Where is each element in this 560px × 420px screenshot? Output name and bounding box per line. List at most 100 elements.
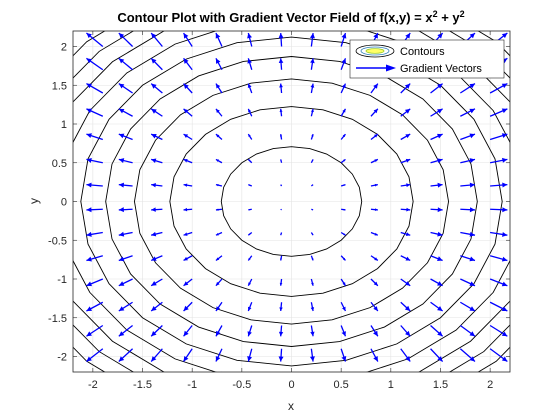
legend-box bbox=[349, 39, 505, 79]
gradient-vector bbox=[430, 207, 443, 213]
gradient-vector bbox=[370, 133, 379, 141]
gradient-vector bbox=[86, 278, 104, 287]
title-middle: + y bbox=[438, 10, 461, 25]
gradient-vector bbox=[215, 255, 223, 261]
gradient-vector bbox=[430, 182, 443, 188]
gradient-vector bbox=[460, 231, 476, 237]
gradient-vector bbox=[215, 58, 223, 71]
gradient-vector bbox=[400, 255, 411, 262]
gradient-vector bbox=[400, 83, 411, 94]
gradient-vector bbox=[280, 255, 283, 261]
gradient-vector bbox=[247, 133, 253, 140]
gradient-vector bbox=[310, 83, 315, 94]
gradient-vector bbox=[430, 301, 443, 312]
gradient-vector bbox=[183, 183, 193, 187]
gradient-vector bbox=[215, 208, 223, 211]
gradient-vector bbox=[86, 57, 104, 71]
gradient-vector bbox=[86, 83, 104, 94]
gradient-vector bbox=[430, 278, 443, 287]
gradient-vector bbox=[310, 255, 314, 261]
gradient-vector bbox=[183, 108, 193, 117]
contour-line bbox=[134, 78, 449, 325]
gradient-vector bbox=[118, 255, 133, 262]
gradient-vector bbox=[430, 133, 443, 141]
ticks: -2 -1.5 -1 -0.5 0 0.5 1 1.5 2 -2 -1.5 -1 -0.5 0 0.5 1 1.… bbox=[48, 31, 510, 391]
gradient-vector bbox=[370, 231, 379, 236]
gradient-vector bbox=[370, 158, 379, 164]
gradient-vector bbox=[489, 133, 508, 141]
gradient-vector bbox=[490, 182, 508, 188]
gradient-vector bbox=[370, 325, 379, 337]
gradient-vector bbox=[215, 325, 223, 337]
gradient-vector bbox=[150, 133, 163, 141]
gradient-vector bbox=[370, 183, 378, 187]
gradient-vector bbox=[340, 158, 346, 164]
y-tick-label: 0 bbox=[61, 197, 67, 209]
gradient-vector bbox=[278, 58, 284, 70]
gradient-vector bbox=[221, 371, 222, 372]
gradient-vector bbox=[86, 157, 103, 164]
gradient-vector bbox=[310, 325, 315, 337]
gradient-vector bbox=[183, 158, 193, 164]
gradient-vector bbox=[118, 182, 133, 188]
chart-title: Contour Plot with Gradient Vector Field … bbox=[117, 9, 464, 25]
gradient-vector bbox=[489, 83, 508, 94]
gradient-vector bbox=[341, 208, 346, 211]
gradient-vector bbox=[118, 207, 133, 213]
gradient-vector bbox=[118, 57, 134, 71]
x-tick-label: 0.5 bbox=[334, 379, 349, 391]
gradient-vector bbox=[460, 133, 476, 141]
gradient-vector bbox=[215, 133, 223, 140]
gradient-vector bbox=[73, 185, 74, 186]
gradient-vector bbox=[247, 348, 253, 362]
gradient-vector bbox=[118, 301, 133, 312]
gradient-vector bbox=[183, 301, 193, 312]
contour-line bbox=[220, 146, 363, 257]
gradient-vector bbox=[247, 255, 253, 261]
gradient-vector bbox=[280, 208, 282, 211]
gradient-vector bbox=[150, 278, 163, 287]
gradient-vector bbox=[215, 108, 223, 117]
title-superscript-2: 2 bbox=[460, 9, 465, 19]
gradient-vector bbox=[370, 348, 379, 362]
x-tick-label: -1 bbox=[187, 379, 197, 391]
gradient-vector bbox=[86, 133, 103, 141]
gradient-vector bbox=[150, 57, 163, 71]
gradient-vector bbox=[215, 83, 223, 94]
y-tick-label: 0.5 bbox=[52, 158, 67, 170]
gradient-vector bbox=[151, 207, 163, 212]
gradient-vector bbox=[150, 255, 163, 262]
gradient-vector bbox=[151, 182, 163, 188]
gradient-vector bbox=[215, 231, 223, 236]
gradient-vector bbox=[280, 232, 283, 236]
gradient-vector bbox=[430, 348, 444, 362]
gradient-vector bbox=[279, 278, 283, 286]
gradient-vector bbox=[86, 108, 104, 117]
gradient-vector bbox=[430, 255, 443, 262]
gradient-vector bbox=[150, 348, 163, 362]
gradient-vector bbox=[183, 325, 193, 337]
gradient-vector bbox=[340, 133, 346, 140]
gradient-vector bbox=[183, 32, 193, 47]
gradient-vector bbox=[183, 133, 193, 141]
gradient-vector bbox=[215, 348, 223, 362]
gradient-vector bbox=[73, 138, 74, 140]
gradient-vector bbox=[489, 301, 508, 312]
gradient-vector bbox=[430, 325, 444, 337]
gradient-vector bbox=[460, 182, 476, 188]
y-axis-label: y bbox=[27, 198, 41, 204]
gradient-vector bbox=[118, 32, 134, 47]
gradient-vector bbox=[183, 278, 193, 287]
gradient-vector bbox=[400, 301, 411, 312]
gradient-vector bbox=[310, 184, 314, 187]
x-tick-label: -0.5 bbox=[232, 379, 251, 391]
gradient-vector bbox=[118, 83, 133, 94]
gradient-vector bbox=[279, 108, 283, 117]
gradient-vector bbox=[86, 207, 103, 213]
gradient-vector bbox=[400, 158, 411, 164]
gradient-vector bbox=[490, 231, 508, 237]
gradient-vector bbox=[430, 83, 444, 94]
gradient-vector bbox=[118, 231, 133, 237]
gradient-vector bbox=[340, 108, 347, 117]
gradient-vector bbox=[247, 32, 253, 47]
